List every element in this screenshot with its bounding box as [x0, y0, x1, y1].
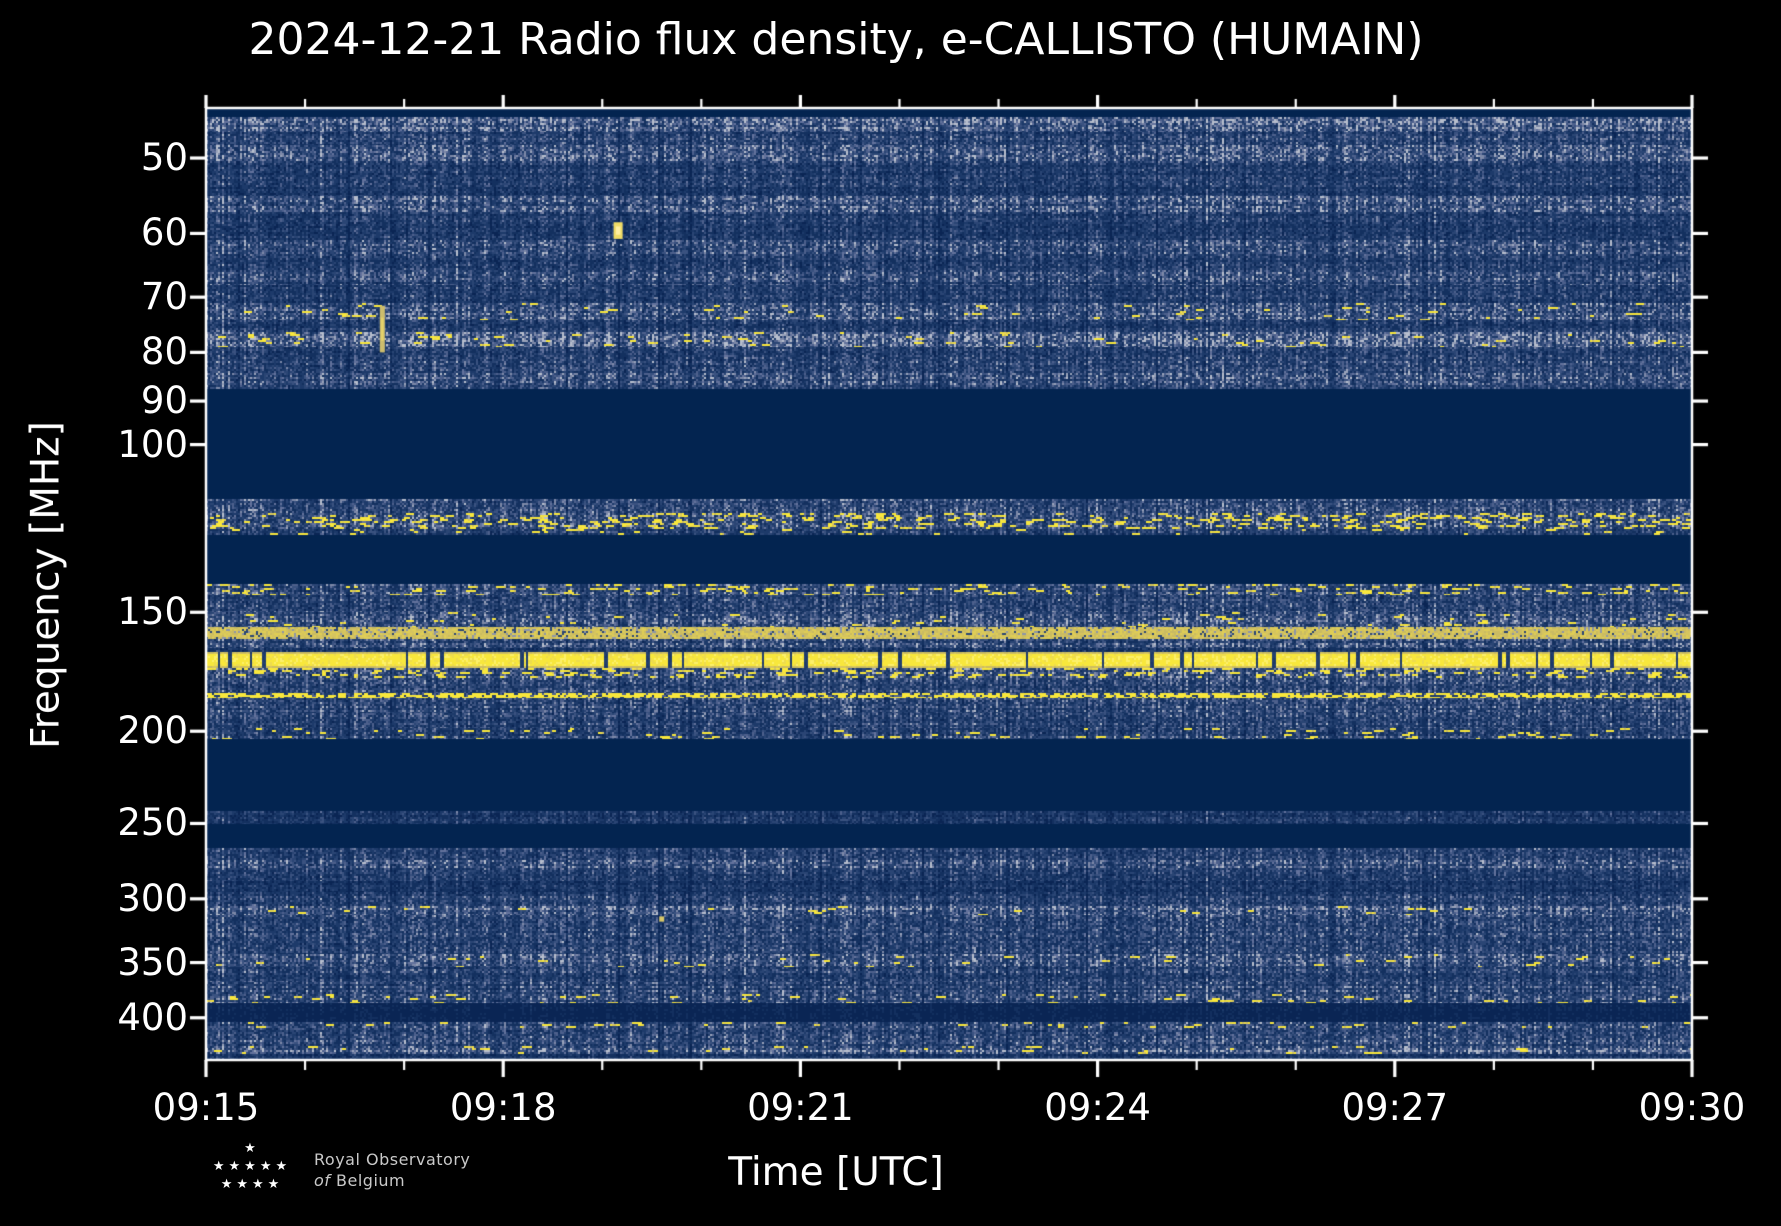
logo-line2-of: of: [314, 1171, 331, 1190]
rob-logo-text: Royal Observatory of Belgium: [314, 1140, 470, 1191]
logo-line2-belgium: Belgium: [336, 1171, 406, 1190]
star-row-icon: ★: [244, 1141, 260, 1156]
x-axis-label: Time [UTC]: [728, 1150, 944, 1195]
x-tick-label: 09:24: [1044, 1086, 1151, 1129]
y-tick-label: 70: [140, 275, 188, 319]
y-tick-label: 60: [140, 211, 188, 255]
y-tick-label: 100: [117, 422, 188, 466]
x-tick-label: 09:27: [1341, 1086, 1449, 1129]
rob-logo-stars-icon: ★ ★★★★★ ★★★★: [204, 1140, 300, 1194]
y-tick-label: 80: [140, 330, 188, 374]
x-tick-label: 09:21: [747, 1086, 854, 1129]
star-row-icon: ★★★★: [220, 1177, 284, 1192]
y-tick-label: 400: [117, 995, 188, 1039]
star-row-icon: ★★★★★: [212, 1159, 292, 1174]
logo-line1: Royal Observatory: [314, 1150, 471, 1169]
y-tick-label: 200: [117, 709, 188, 753]
rob-logo: ★ ★★★★★ ★★★★ Royal Observatory of Belgium: [204, 1140, 470, 1194]
y-tick-label: 300: [117, 876, 188, 920]
x-tick-label: 09:30: [1638, 1086, 1746, 1129]
y-tick-label: 90: [140, 379, 188, 423]
chart-title: 2024-12-21 Radio flux density, e-CALLIST…: [248, 14, 1424, 65]
y-tick-label: 150: [117, 590, 188, 634]
x-tick-label: 09:15: [152, 1086, 260, 1129]
y-tick-label: 350: [117, 940, 188, 984]
logo-line2: of Belgium: [314, 1170, 470, 1191]
y-axis-label: Frequency [MHz]: [23, 421, 69, 749]
x-tick-label: 09:18: [449, 1086, 557, 1129]
y-tick-label: 50: [140, 136, 188, 180]
y-tick-label: 250: [117, 801, 188, 845]
